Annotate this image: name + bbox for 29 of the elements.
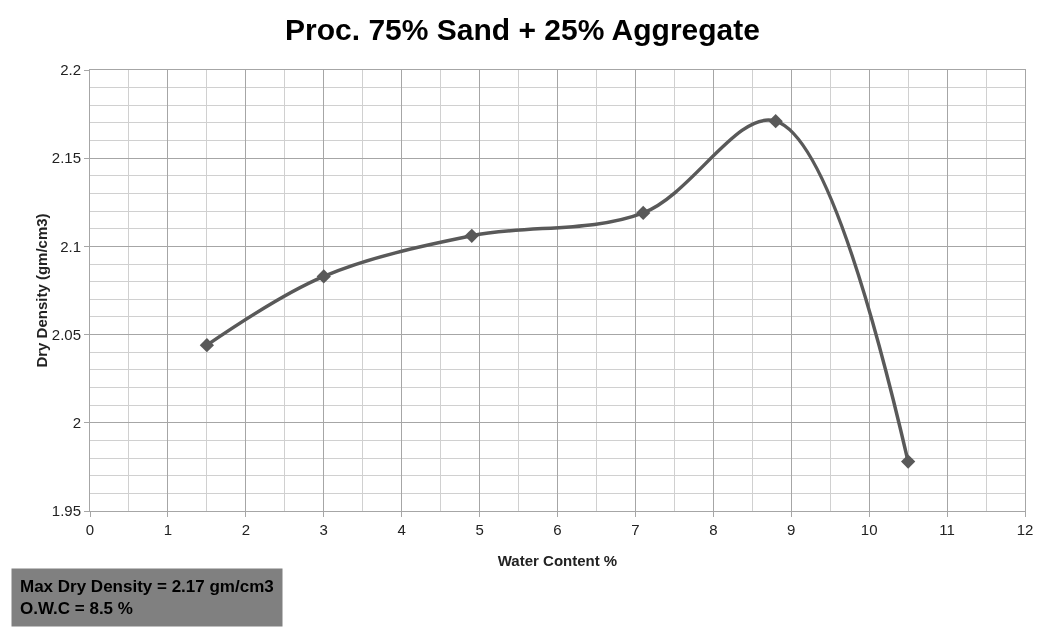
y-tick-label: 2.2 bbox=[60, 61, 81, 79]
x-tick-label: 9 bbox=[787, 521, 796, 538]
x-tick-label: 12 bbox=[1016, 521, 1034, 538]
y-tick-label: 2.05 bbox=[51, 325, 81, 343]
x-tick-label: 10 bbox=[860, 521, 878, 538]
x-tick-label: 8 bbox=[709, 521, 718, 538]
point bbox=[768, 114, 783, 129]
x-tick-label: 11 bbox=[939, 521, 955, 538]
x-tick-label: 5 bbox=[475, 521, 484, 538]
y-tick-label: 2.15 bbox=[51, 149, 81, 167]
x-tick-label: 1 bbox=[163, 521, 173, 538]
point bbox=[900, 454, 916, 469]
point bbox=[199, 338, 215, 353]
y-tick-label: 2 bbox=[72, 414, 81, 432]
y-tick-label: 1.95 bbox=[51, 502, 81, 520]
text: Max Dry Density = 2.17 gm/cm3 O.W.C = 8.5 % bbox=[20, 577, 274, 619]
x-tick-label: 6 bbox=[553, 521, 562, 538]
y-axis-title: Dry Density (gm/cm3) bbox=[32, 213, 50, 368]
point bbox=[636, 205, 651, 221]
point bbox=[316, 269, 331, 284]
point bbox=[464, 228, 479, 243]
x-tick-label: 4 bbox=[397, 521, 406, 538]
x-tick-label: 0 bbox=[85, 521, 95, 538]
x-tick-label: 2 bbox=[241, 521, 250, 538]
x-tick-label: 3 bbox=[319, 521, 328, 538]
x-tick-label: 7 bbox=[631, 521, 640, 538]
y-tick-label: 2.1 bbox=[60, 237, 81, 255]
x-axis-title: Water Content % bbox=[497, 552, 618, 569]
chart-title: Proc. 75% Sand + 25% Aggregate bbox=[285, 13, 760, 47]
